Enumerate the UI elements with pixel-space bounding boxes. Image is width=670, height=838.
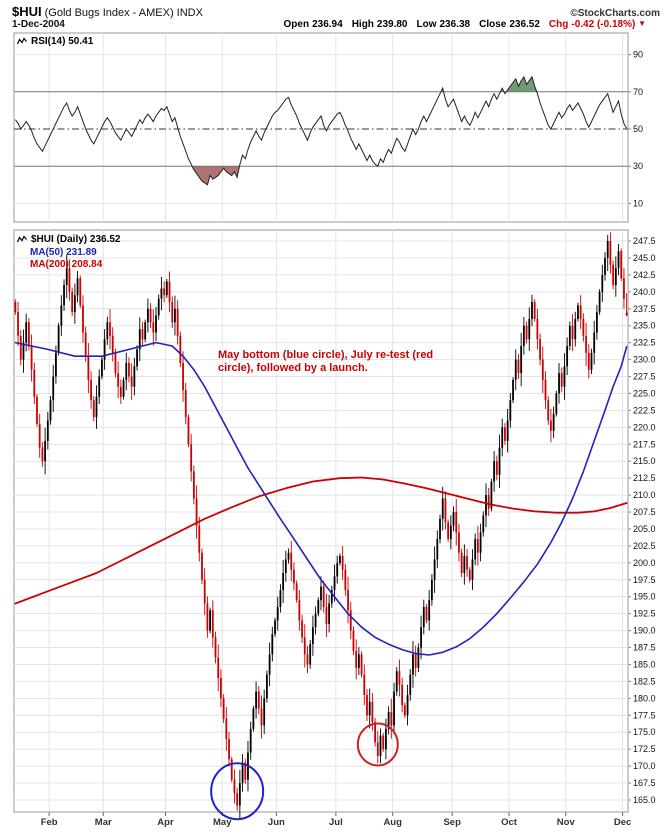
month-label: Dec	[614, 817, 631, 828]
rsi-axis-label: 10	[633, 198, 643, 208]
price-axis-label: 217.5	[633, 439, 656, 449]
rsi-axis-label: 70	[633, 87, 643, 97]
rsi-line	[14, 75, 628, 186]
month-label: Jul	[329, 817, 343, 828]
price-axis-label: 247.5	[633, 236, 656, 246]
rsi-axis-label: 30	[633, 161, 643, 171]
chart-annotation-text: May bottom (blue circle), July re-test (…	[218, 349, 434, 374]
ma200-line	[14, 476, 628, 605]
price-axis-label: 240.0	[633, 287, 656, 297]
ma200-legend: MA(200) 208.84	[30, 259, 103, 270]
price-axis-label: 165.0	[633, 795, 656, 805]
price-axis-label: 210.0	[633, 490, 656, 500]
month-label: Mar	[95, 817, 112, 828]
month-label: Sep	[443, 817, 461, 828]
open-quote: Open 236.94	[283, 19, 343, 30]
month-label: Aug	[383, 817, 402, 828]
copyright-label: ©StockCharts.com	[570, 8, 660, 19]
price-axis-label: 182.5	[633, 676, 656, 686]
high-quote: High 239.80	[351, 19, 408, 30]
rsi-overbought-fill	[506, 76, 537, 92]
price-axis-label: 237.5	[633, 304, 656, 314]
price-axis-label: 200.0	[633, 558, 656, 568]
month-label: Apr	[157, 817, 174, 828]
month-label: Jun	[268, 817, 285, 828]
title-rest: (Gold Bugs Index - AMEX) INDX	[44, 7, 203, 19]
price-axis-label: 192.5	[633, 609, 656, 619]
ma50-line	[14, 341, 628, 656]
ma50-legend: MA(50) 231.89	[30, 247, 97, 258]
price-axis-label: 245.0	[633, 253, 656, 263]
rsi-oversold-fill	[192, 166, 240, 185]
price-axis-label: 205.0	[633, 524, 656, 534]
down-arrow-icon: ▼	[638, 19, 646, 28]
price-axis-label: 220.0	[633, 422, 656, 432]
price-axis-label: 235.0	[633, 321, 656, 331]
price-axis-label: 215.0	[633, 456, 656, 466]
price-axis-label: 177.5	[633, 710, 656, 720]
price-axis-label: 230.0	[633, 355, 656, 365]
squiggle-icon	[17, 37, 27, 45]
price-axis-label: 170.0	[633, 761, 656, 771]
chart-date: 1-Dec-2004	[12, 19, 65, 30]
close-quote: Close 236.52	[479, 19, 540, 30]
squiggle-icon	[17, 235, 27, 243]
price-axis-label: 225.0	[633, 388, 656, 398]
price-axis-label: 195.0	[633, 592, 656, 602]
price-axis-label: 190.0	[633, 626, 656, 636]
low-quote: Low 236.38	[416, 19, 471, 30]
price-axis-label: 172.5	[633, 744, 656, 754]
change-quote: Chg -0.42 (-0.18%) ▼	[548, 19, 646, 30]
symbol-label: $HUI	[12, 4, 42, 19]
price-series-label: $HUI (Daily) 236.52	[17, 234, 121, 245]
month-label: May	[213, 817, 232, 828]
price-axis-label: 222.5	[633, 405, 656, 415]
blue-circle-annotation	[210, 762, 265, 821]
price-axis-label: 167.5	[633, 778, 656, 788]
ohlc-quote: Open 236.94 High 239.80 Low 236.38 Close 236…	[284, 19, 646, 30]
month-label: Nov	[557, 817, 576, 828]
red-circle-annotation	[356, 722, 399, 767]
price-axis-label: 227.5	[633, 372, 656, 382]
chart-header: $HUI (Gold Bugs Index - AMEX) INDX ©Stock…	[12, 3, 660, 21]
price-axis-label: 207.5	[633, 507, 656, 517]
chart-title: $HUI (Gold Bugs Index - AMEX) INDX	[12, 3, 203, 21]
price-axis-label: 187.5	[633, 643, 656, 653]
price-panel	[13, 229, 629, 813]
price-axis-label: 180.0	[633, 693, 656, 703]
rsi-panel	[13, 32, 629, 223]
month-label: Feb	[41, 817, 58, 828]
price-axis-label: 232.5	[633, 338, 656, 348]
rsi-indicator-label: RSI(14) 50.41	[17, 36, 93, 47]
price-axis-label: 175.0	[633, 727, 656, 737]
price-axis-label: 197.5	[633, 575, 656, 585]
quote-row: 1-Dec-2004 Open 236.94 High 239.80 Low 236.…	[12, 19, 646, 30]
price-axis-label: 202.5	[633, 541, 656, 551]
price-axis-label: 212.5	[633, 473, 656, 483]
price-axis-label: 185.0	[633, 659, 656, 669]
price-axis-label: 242.5	[633, 270, 656, 280]
rsi-axis-label: 50	[633, 124, 643, 134]
month-label: Oct	[501, 817, 518, 828]
rsi-axis-label: 90	[633, 50, 643, 60]
